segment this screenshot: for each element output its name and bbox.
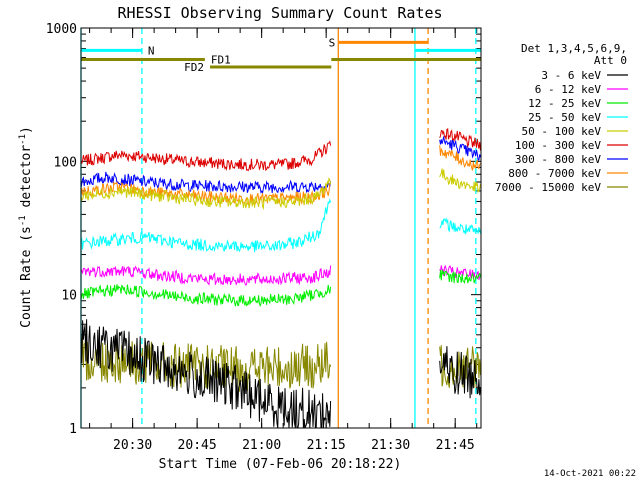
series-line: [80, 265, 332, 286]
footer-timestamp: 14-Oct-2021 00:22: [544, 469, 636, 479]
y-tick-label: 1000: [46, 22, 77, 37]
legend-label: 100 - 300 keV: [515, 139, 601, 152]
annotation-label-saa_S: S: [329, 36, 336, 49]
legend-header: Att 0: [594, 54, 627, 67]
annotation-label-fd2: FD2: [184, 61, 204, 74]
x-tick-label: 20:45: [178, 438, 217, 453]
legend-label: 7000 - 15000 keV: [495, 181, 601, 194]
x-tick-label: 21:15: [307, 438, 346, 453]
y-tick-label: 10: [61, 289, 77, 304]
legend-label: 3 - 6 keV: [541, 69, 601, 82]
x-tick-label: 21:45: [436, 438, 475, 453]
x-tick-label: 21:30: [371, 438, 410, 453]
legend-label: 6 - 12 keV: [535, 83, 602, 96]
chart-title: RHESSI Observing Summary Count Rates: [117, 4, 442, 22]
legend-label: 50 - 100 keV: [522, 125, 602, 138]
x-tick-label: 21:00: [242, 438, 281, 453]
annotation-label-fd1: FD1: [211, 54, 231, 67]
legend-label: 25 - 50 keV: [528, 111, 601, 124]
x-axis-ticks: 20:30 20:45 21:00 21:15 21:30 21:45: [89, 28, 478, 453]
y-axis-label: Count Rate (s-1 detector-1): [18, 126, 34, 328]
x-tick-label: 20:30: [113, 438, 152, 453]
y-tick-label: 100: [54, 155, 77, 170]
series-line: [439, 145, 481, 171]
series-line: [80, 180, 331, 206]
series-line: [439, 269, 481, 285]
plot-frame: [80, 27, 482, 429]
legend-header: Det 1,3,4,5,6,9,: [521, 42, 627, 55]
x-axis-label: Start Time (07-Feb-06 20:18:22): [159, 457, 402, 472]
series-line: [80, 198, 332, 253]
series-line: [439, 168, 481, 194]
series-line: [80, 284, 332, 308]
series-line: [439, 127, 481, 151]
legend-label: 12 - 25 keV: [528, 97, 601, 110]
series-line: [439, 217, 481, 235]
series-layer: [80, 127, 481, 429]
series-line: [80, 177, 332, 211]
annotation-label-night_N: N: [148, 44, 155, 57]
series-line: [439, 136, 481, 161]
y-tick-label: 1: [69, 422, 77, 437]
series-line: [80, 140, 332, 172]
legend-label: 800 - 7000 keV: [508, 167, 601, 180]
legend-label: 300 - 800 keV: [515, 153, 601, 166]
series-line: [439, 346, 481, 399]
